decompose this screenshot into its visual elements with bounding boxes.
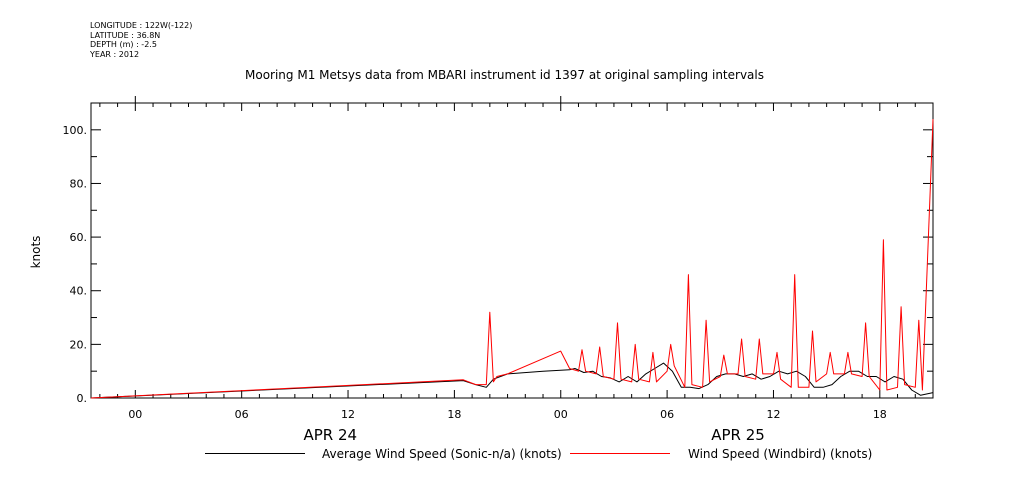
metadata-block: LONGITUDE : 122W(-122) LATITUDE : 36.8N … [90,21,192,59]
chart-title: Mooring M1 Metsys data from MBARI instru… [245,68,764,82]
x-tick-label: 12 [766,408,780,421]
series-line-average [90,362,934,399]
meta-latitude: LATITUDE : 36.8N [90,30,161,40]
x-tick-label: 00 [554,408,568,421]
x-tick-label: 12 [341,408,355,421]
x-tick-label: 00 [128,408,142,421]
axes-group: 0. 20. 40. 60. 80. 100. 00 06 12 18 00 06 12 18 APR 24… [63,96,934,444]
x-tick-label: 18 [873,408,887,421]
legend-label-windbird: Wind Speed (Windbird) (knots) [688,447,873,461]
y-tick-label: 40. [70,285,88,298]
x-day-label: APR 24 [304,426,358,444]
y-tick-label: 60. [70,231,88,244]
y-tick-label: 20. [70,338,88,351]
series-line-windbird [90,119,934,399]
x-tick-label: 06 [660,408,674,421]
meta-year: YEAR : 2012 [90,49,140,59]
x-tick-label: 06 [235,408,249,421]
series-group [90,119,934,399]
legend-label-average: Average Wind Speed (Sonic-n/a) (knots) [322,447,562,461]
meta-longitude: LONGITUDE : 122W(-122) [90,21,193,30]
x-day-label: APR 25 [711,426,765,444]
x-tick-label: 18 [447,408,461,421]
y-tick-label: 100. [63,124,88,137]
legend-line-windbird [570,453,670,454]
legend-line-average [205,453,305,454]
y-tick-label: 0. [77,392,88,405]
y-tick-label: 80. [70,177,88,190]
plot-frame [90,102,934,399]
meta-depth: DEPTH (m) : -2.5 [90,40,157,49]
legend: Average Wind Speed (Sonic-n/a) (knots) W… [0,445,1009,465]
y-axis-label: knots [29,236,43,269]
